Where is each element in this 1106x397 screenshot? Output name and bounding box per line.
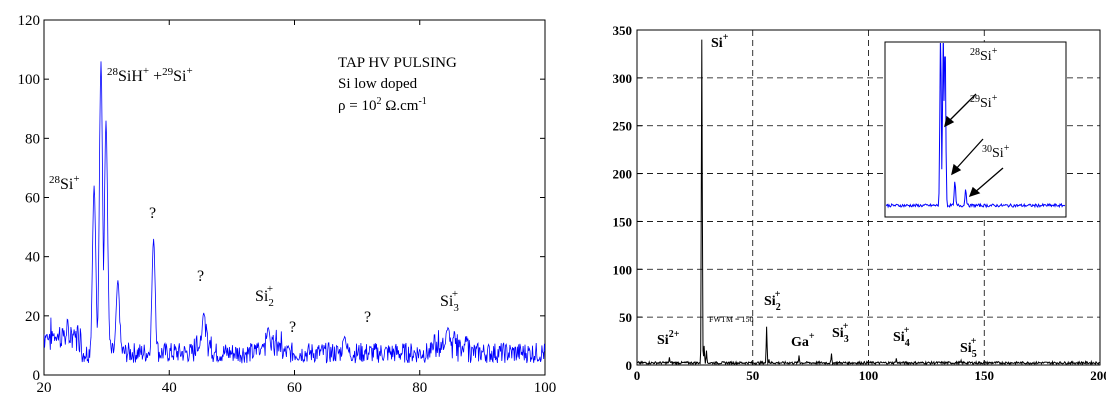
inset-spectrum-line (886, 43, 1065, 209)
left-xtick-label: 100 (534, 380, 557, 396)
left-xtick-label: 60 (287, 380, 302, 396)
inset-label-28si: 28Si+ (970, 46, 998, 64)
left-ytick-label: 20 (25, 309, 40, 325)
right-ytick-label: 200 (613, 167, 633, 182)
left-question-3: ? (289, 319, 296, 336)
right-ytick-label: 50 (619, 310, 632, 325)
right-ytick-label: 350 (613, 23, 633, 38)
left-question-4: ? (364, 309, 371, 326)
inset-frame (884, 41, 1067, 218)
inset-arrows (944, 93, 1004, 198)
right-axis-ticks (636, 29, 1101, 366)
left-axis-ticks (43, 19, 546, 376)
right-xtick-label: 200 (1090, 368, 1106, 383)
inset-arrow-30a (954, 138, 984, 171)
left-ytick-label: 100 (18, 72, 41, 88)
right-ytick-label: 150 (613, 214, 633, 229)
left-question-1: ? (149, 205, 156, 222)
right-spectrum-line (637, 39, 1100, 365)
right-label-si4: Si4+ (893, 325, 910, 349)
right-tick-labels: 0 50 100 150 200 0 50 100 150 200 250 300 350 (613, 23, 1106, 383)
right-label-si-plus: Si+ (711, 32, 729, 51)
right-xtick-label: 0 (634, 368, 641, 383)
right-label-si2plus: Si2+ (657, 329, 680, 348)
inset-labels: 28Si+ 29Si+ 30Si+ (970, 46, 1010, 161)
left-xtick-label: 80 (412, 380, 427, 396)
inset-label-30si: 30Si+ (982, 143, 1010, 161)
inset-label-29si: 29Si+ (970, 93, 998, 111)
left-peak-annotations: 28Si+ 28SiH+ +29Si+ ? ? ? ? Si2+ Si3+ (49, 65, 459, 336)
left-xtick-label: 40 (162, 380, 177, 396)
right-ytick-label: 300 (613, 71, 633, 86)
right-label-ga: Ga+ (791, 331, 815, 350)
right-ytick-label: 100 (613, 262, 633, 277)
right-chart: 0 50 100 150 200 0 50 100 150 200 250 300 350 28Si+ … (613, 23, 1106, 383)
inset-arrow-29-head (944, 115, 955, 128)
left-label-sih-29si: 28SiH+ +29Si+ (107, 65, 193, 85)
left-box-line3: ρ = 102 Ω.cm-1 (338, 96, 427, 114)
inset-arrow-30b-head (968, 186, 981, 198)
left-ytick-label: 80 (25, 131, 40, 147)
left-label-si3: Si3+ (440, 288, 459, 314)
left-spectrum-line (44, 61, 545, 364)
left-box-line2: Si low doped (338, 76, 418, 92)
right-ytick-label: 250 (613, 119, 633, 134)
right-xtick-label: 150 (975, 368, 995, 383)
left-ytick-label: 40 (25, 250, 40, 266)
right-xtick-label: 100 (859, 368, 879, 383)
left-ytick-label: 120 (18, 13, 41, 29)
left-legend-text: TAP HV PULSING Si low doped ρ = 102 Ω.cm… (338, 55, 457, 114)
left-plot-frame (43, 19, 546, 376)
right-ytick-label: 0 (626, 358, 633, 373)
left-box-line1: TAP HV PULSING (338, 55, 457, 71)
left-label-si2: Si2+ (255, 283, 274, 309)
left-label-28si: 28Si+ (49, 173, 80, 193)
left-ytick-label: 0 (33, 368, 41, 384)
right-label-si5: Si5+ (960, 336, 977, 360)
left-xtick-label: 20 (37, 380, 52, 396)
right-inset: 28Si+ 29Si+ 30Si+ (884, 41, 1067, 218)
inset-arrow-29 (947, 93, 977, 123)
inset-arrow-30a-head (951, 163, 962, 176)
left-ytick-label: 60 (25, 191, 40, 207)
right-label-fwtm: FWTM = 150 (709, 315, 754, 324)
right-xtick-label: 50 (746, 368, 759, 383)
right-peak-annotations: Si+ Si2+ FWTM = 150 Si2+ Ga+ Si3+ Si4+ S… (657, 32, 977, 360)
inset-arrow-30b (973, 167, 1004, 194)
left-question-2: ? (197, 268, 204, 285)
right-label-si2: Si2+ (764, 289, 781, 313)
right-label-si3: Si3+ (832, 321, 849, 345)
